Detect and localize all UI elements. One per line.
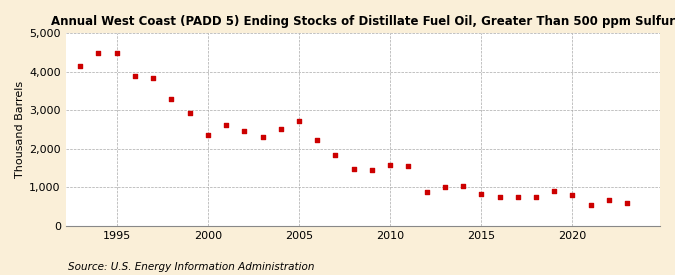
Point [439, 185, 450, 189]
Point [294, 119, 304, 123]
Point [75, 64, 86, 68]
Point [202, 133, 213, 137]
Point [531, 194, 541, 199]
Point [130, 74, 140, 79]
Point [549, 189, 560, 193]
Point [330, 153, 341, 157]
Point [257, 135, 268, 139]
Point [111, 50, 122, 55]
Point [148, 76, 159, 80]
Point [494, 194, 505, 199]
Point [367, 167, 377, 172]
Point [275, 127, 286, 131]
Point [476, 192, 487, 197]
Point [567, 193, 578, 198]
Text: Source: U.S. Energy Information Administration: Source: U.S. Energy Information Administ… [68, 262, 314, 272]
Point [239, 129, 250, 133]
Point [421, 190, 432, 195]
Y-axis label: Thousand Barrels: Thousand Barrels [15, 81, 25, 178]
Point [184, 111, 195, 115]
Point [603, 198, 614, 203]
Point [348, 166, 359, 171]
Point [166, 97, 177, 101]
Point [458, 184, 468, 188]
Point [312, 138, 323, 142]
Point [512, 194, 523, 199]
Point [221, 123, 232, 127]
Point [403, 164, 414, 168]
Point [385, 163, 396, 167]
Point [622, 200, 632, 205]
Point [585, 203, 596, 207]
Point [93, 51, 104, 56]
Title: Annual West Coast (PADD 5) Ending Stocks of Distillate Fuel Oil, Greater Than 50: Annual West Coast (PADD 5) Ending Stocks… [51, 15, 675, 28]
